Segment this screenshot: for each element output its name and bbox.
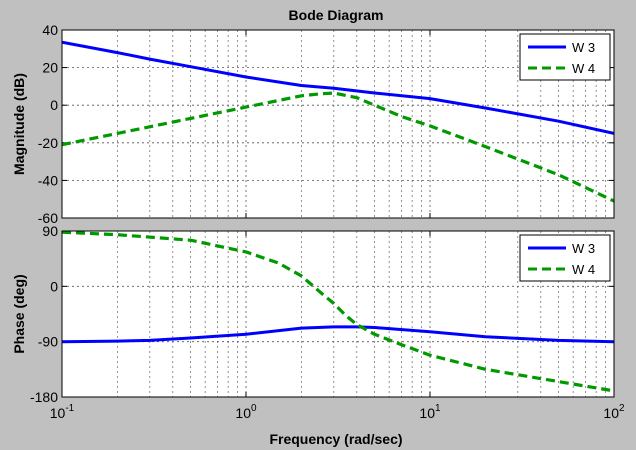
- y-tick-label: 20: [42, 60, 58, 76]
- x-tick-label: 100: [235, 403, 257, 421]
- y-tick-label: -40: [38, 172, 58, 188]
- legend-entry-label: W 3: [572, 241, 595, 256]
- magnitude-axes-frame: [61, 29, 615, 219]
- phase-series-w4: [62, 231, 614, 393]
- x-axis-ticks: 10-1 100 101 102: [50, 403, 625, 421]
- legend-entry-label: W 4: [572, 61, 595, 76]
- y-tick-label: 40: [42, 22, 58, 38]
- magnitude-legend: W 3W 4: [519, 33, 611, 81]
- magnitude-series-w3: [62, 40, 614, 135]
- y-tick-label: -20: [38, 135, 58, 151]
- y-tick-label: 0: [50, 278, 58, 294]
- y-tick-label: 0: [50, 97, 58, 113]
- magnitude-series-w4: [62, 91, 614, 203]
- legend-box: [519, 234, 611, 282]
- phase-series-w3: [62, 325, 614, 344]
- y-tick-label: -180: [30, 389, 58, 405]
- x-tick-label: 101: [419, 403, 441, 421]
- x-axis-label: Frequency (rad/sec): [269, 431, 402, 447]
- legend-box: [519, 33, 611, 81]
- legend-entry-label: W 3: [572, 40, 595, 55]
- y-tick-label: -90: [38, 334, 58, 350]
- y-tick-label: -60: [38, 210, 58, 226]
- y-tick-label: 90: [42, 223, 58, 239]
- phase-axes-frame: [61, 230, 615, 398]
- magnitude-y-axis-label: Magnitude (dB): [11, 73, 27, 175]
- phase-y-axis-label: Phase (deg): [11, 274, 27, 353]
- chart-title: Bode Diagram: [289, 7, 384, 23]
- x-tick-label: 102: [603, 403, 625, 421]
- legend-entry-label: W 4: [572, 262, 595, 277]
- x-tick-label: 10-1: [50, 403, 75, 421]
- phase-legend: W 3W 4: [519, 234, 611, 282]
